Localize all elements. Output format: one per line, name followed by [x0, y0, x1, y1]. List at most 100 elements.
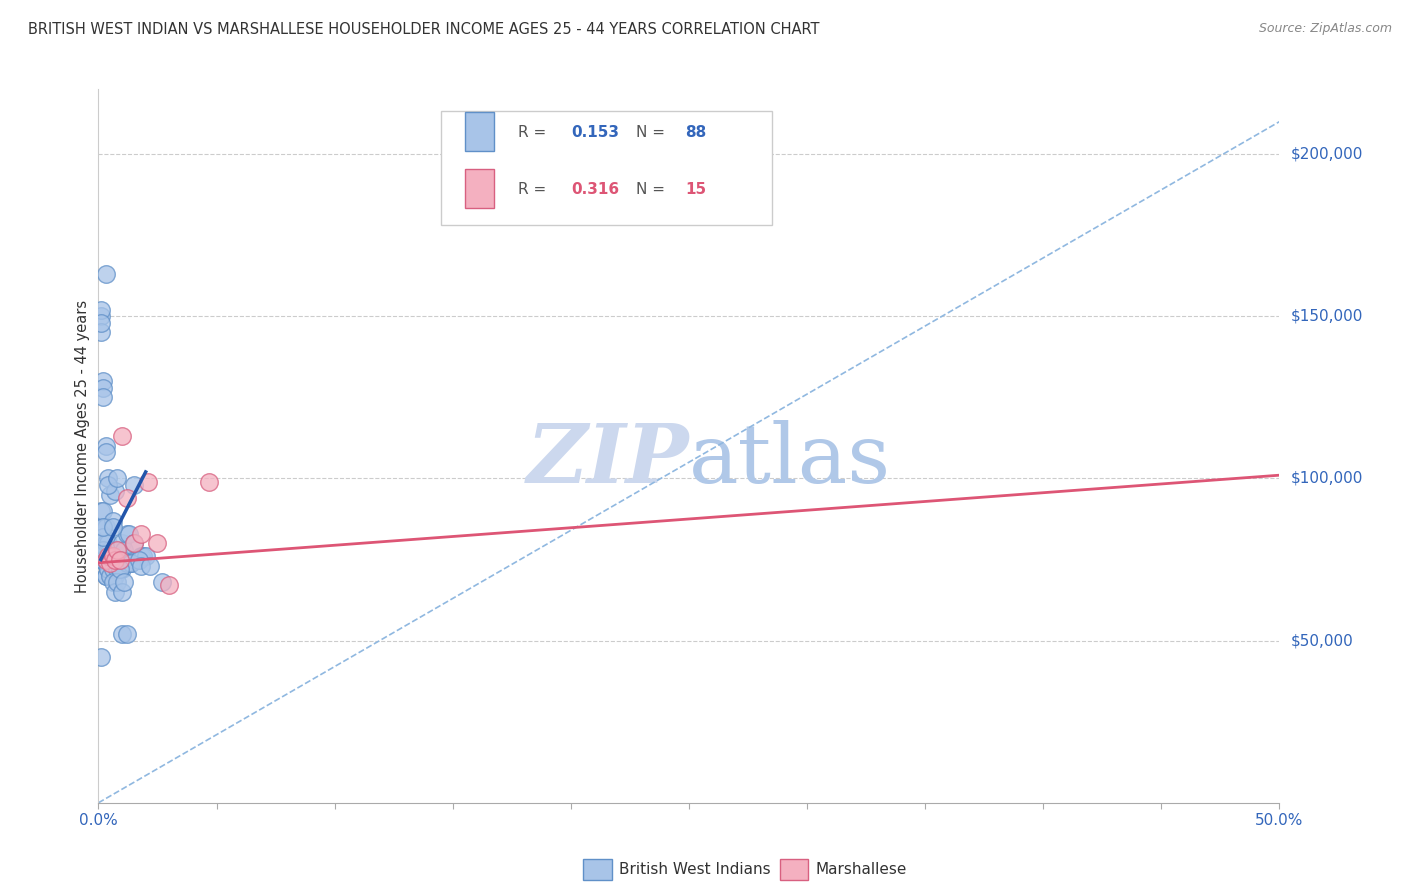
Point [128, 552, 150, 566]
Point [112, 556, 135, 570]
Point [111, 627, 134, 641]
Point [115, 556, 138, 570]
Point [91, 552, 114, 566]
Point [129, 526, 152, 541]
Point [111, 585, 134, 599]
Point [150, 575, 173, 590]
Point [94, 445, 117, 459]
Point [91, 390, 114, 404]
Point [122, 478, 145, 492]
Point [128, 552, 150, 566]
Text: 0.153: 0.153 [571, 125, 619, 139]
Point [115, 526, 138, 541]
Point [198, 475, 221, 489]
Point [90, 536, 112, 550]
Point [98, 556, 121, 570]
Point [108, 549, 131, 564]
Point [105, 562, 128, 576]
Point [90, 316, 112, 330]
Text: 0.316: 0.316 [571, 182, 619, 196]
Point [94, 568, 117, 582]
Point [122, 536, 145, 550]
Point [108, 562, 131, 576]
Point [108, 552, 131, 566]
Point [91, 552, 114, 566]
Point [115, 491, 138, 505]
Point [115, 556, 138, 570]
Text: ZIP: ZIP [526, 420, 689, 500]
Point [91, 381, 114, 395]
Point [91, 530, 114, 544]
Point [129, 549, 152, 564]
Point [115, 627, 138, 641]
Text: $100,000: $100,000 [1291, 471, 1362, 486]
Point [90, 649, 112, 664]
Text: N =: N = [636, 125, 669, 139]
Text: 88: 88 [685, 125, 707, 139]
Point [118, 526, 141, 541]
Text: $150,000: $150,000 [1291, 309, 1362, 324]
Point [97, 478, 120, 492]
Point [135, 549, 157, 564]
Text: R =: R = [517, 125, 551, 139]
Point [97, 471, 120, 485]
Point [105, 562, 128, 576]
Point [94, 267, 117, 281]
Point [101, 549, 124, 564]
Point [139, 559, 162, 574]
Point [146, 536, 169, 550]
Point [97, 549, 120, 564]
Point [98, 542, 121, 557]
Point [94, 536, 117, 550]
Point [132, 549, 155, 564]
Text: R =: R = [517, 182, 551, 196]
Point [90, 310, 112, 324]
Text: $200,000: $200,000 [1291, 146, 1362, 161]
Point [91, 530, 114, 544]
Point [108, 562, 131, 576]
Point [101, 562, 124, 576]
Point [111, 429, 134, 443]
Point [94, 568, 117, 582]
Text: British West Indians: British West Indians [619, 863, 770, 877]
Point [104, 484, 127, 499]
Point [90, 520, 112, 534]
Text: 15: 15 [685, 182, 707, 196]
Point [111, 562, 134, 576]
Point [94, 552, 117, 566]
Point [90, 504, 112, 518]
Point [101, 562, 124, 576]
Point [129, 559, 152, 574]
Point [90, 326, 112, 340]
Point [104, 585, 127, 599]
FancyBboxPatch shape [441, 111, 772, 225]
Text: Source: ZipAtlas.com: Source: ZipAtlas.com [1258, 22, 1392, 36]
Point [98, 568, 121, 582]
Text: BRITISH WEST INDIAN VS MARSHALLESE HOUSEHOLDER INCOME AGES 25 - 44 YEARS CORRELA: BRITISH WEST INDIAN VS MARSHALLESE HOUSE… [28, 22, 820, 37]
Point [105, 471, 128, 485]
Point [91, 542, 114, 557]
Point [118, 556, 141, 570]
Text: atlas: atlas [689, 420, 891, 500]
Y-axis label: Householder Income Ages 25 - 44 years: Householder Income Ages 25 - 44 years [75, 300, 90, 592]
Point [94, 439, 117, 453]
FancyBboxPatch shape [464, 169, 494, 209]
Point [112, 542, 135, 557]
Point [121, 556, 143, 570]
Point [111, 552, 134, 566]
Point [101, 549, 124, 564]
Point [105, 542, 128, 557]
Point [104, 556, 127, 570]
Point [104, 552, 127, 566]
Point [94, 520, 117, 534]
Point [101, 520, 124, 534]
Point [122, 552, 145, 566]
Point [136, 475, 159, 489]
Point [98, 568, 121, 582]
Point [94, 552, 117, 566]
Point [101, 514, 124, 528]
Point [105, 542, 128, 557]
FancyBboxPatch shape [464, 112, 494, 152]
Point [108, 562, 131, 576]
Point [157, 578, 180, 592]
